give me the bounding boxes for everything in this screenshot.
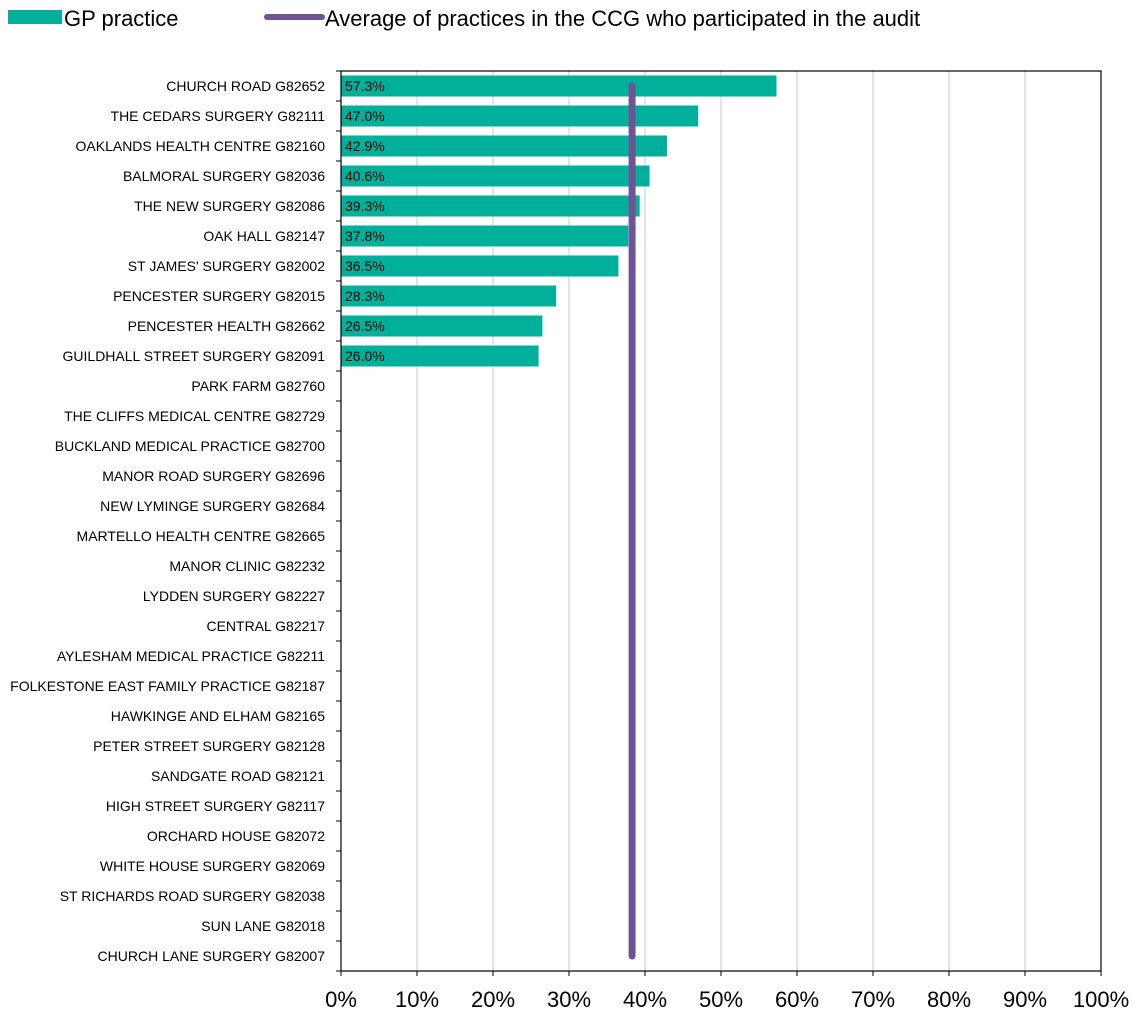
- category-label: HIGH STREET SURGERY G82117: [106, 798, 325, 814]
- data-label: 28.3%: [345, 288, 385, 304]
- data-label: 40.6%: [345, 168, 385, 184]
- category-label: BUCKLAND MEDICAL PRACTICE G82700: [55, 438, 325, 454]
- category-label: MANOR CLINIC G82232: [169, 558, 325, 574]
- legend-label-gp-practice: GP practice: [64, 6, 179, 31]
- x-tick-label: 80%: [927, 987, 971, 1012]
- x-tick-label: 20%: [471, 987, 515, 1012]
- category-label: PENCESTER SURGERY G82015: [113, 288, 325, 304]
- category-label: NEW LYMINGE SURGERY G82684: [100, 498, 325, 514]
- category-label: HAWKINGE AND ELHAM G82165: [111, 708, 325, 724]
- category-label: PETER STREET SURGERY G82128: [93, 738, 325, 754]
- category-labels: CHURCH ROAD G82652 THE CEDARS SURGERY G82…: [10, 78, 325, 964]
- bar: [341, 255, 619, 277]
- category-label: FOLKESTONE EAST FAMILY PRACTICE G82187: [10, 678, 325, 694]
- x-tick-label: 50%: [699, 987, 743, 1012]
- category-label: SUN LANE G82018: [201, 918, 325, 934]
- category-label: BALMORAL SURGERY G82036: [123, 168, 325, 184]
- data-label: 57.3%: [345, 78, 385, 94]
- category-label: THE CLIFFS MEDICAL CENTRE G82729: [64, 408, 325, 424]
- category-label: CHURCH LANE SURGERY G82007: [98, 948, 326, 964]
- category-label: THE NEW SURGERY G82086: [134, 198, 325, 214]
- bar: [341, 75, 777, 97]
- bar: [341, 195, 640, 217]
- bar: [341, 105, 699, 127]
- category-label: LYDDEN SURGERY G82227: [143, 588, 325, 604]
- bar: [341, 135, 668, 157]
- category-label: CENTRAL G82217: [206, 618, 325, 634]
- category-label: OAK HALL G82147: [203, 228, 325, 244]
- x-tick-label: 0%: [325, 987, 357, 1012]
- bar: [341, 285, 557, 307]
- x-tick-label: 70%: [851, 987, 895, 1012]
- category-label: OAKLANDS HEALTH CENTRE G82160: [76, 138, 326, 154]
- category-label: MARTELLO HEALTH CENTRE G82665: [77, 528, 326, 544]
- x-tick-labels: 0% 10% 20% 30% 40% 50% 60% 70% 80% 90% 100%: [325, 987, 1129, 1012]
- category-label: MANOR ROAD SURGERY G82696: [102, 468, 325, 484]
- bar: [341, 315, 543, 337]
- legend-label-average: Average of practices in the CCG who part…: [325, 6, 920, 31]
- x-tick-label: 90%: [1003, 987, 1047, 1012]
- x-tick-label: 100%: [1073, 987, 1129, 1012]
- category-label: THE CEDARS SURGERY G82111: [111, 108, 326, 124]
- category-label: CHURCH ROAD G82652: [166, 78, 325, 94]
- bars: 57.3% 47.0% 42.9% 40.6% 39.3% 37.8% 36.5% 28.3%…: [341, 75, 777, 367]
- legend: GP practice Average of practices in the C…: [8, 6, 920, 31]
- bar: [341, 165, 650, 187]
- category-label: ST JAMES' SURGERY G82002: [128, 258, 325, 274]
- gridlines: [416, 71, 1026, 971]
- category-label: GUILDHALL STREET SURGERY G82091: [63, 348, 326, 364]
- x-tick-label: 60%: [775, 987, 819, 1012]
- data-label: 39.3%: [345, 198, 385, 214]
- category-label: SANDGATE ROAD G82121: [151, 768, 325, 784]
- category-label: AYLESHAM MEDICAL PRACTICE G82211: [57, 648, 325, 664]
- legend-swatch-gp-practice: [8, 10, 62, 24]
- category-label: ORCHARD HOUSE G82072: [147, 828, 325, 844]
- data-label: 37.8%: [345, 228, 385, 244]
- data-label: 47.0%: [345, 108, 385, 124]
- category-label: PENCESTER HEALTH G82662: [128, 318, 326, 334]
- data-label: 26.5%: [345, 318, 385, 334]
- x-tick-label: 30%: [547, 987, 591, 1012]
- data-label: 42.9%: [345, 138, 385, 154]
- x-tick-label: 40%: [623, 987, 667, 1012]
- x-tick-label: 10%: [395, 987, 439, 1012]
- plot-border: [336, 70, 1102, 976]
- bar: [341, 345, 539, 367]
- bar: [341, 225, 629, 247]
- category-label: ST RICHARDS ROAD SURGERY G82038: [60, 888, 326, 904]
- data-label: 26.0%: [345, 348, 385, 364]
- category-label: WHITE HOUSE SURGERY G82069: [100, 858, 325, 874]
- data-label: 36.5%: [345, 258, 385, 274]
- category-label: PARK FARM G82760: [191, 378, 325, 394]
